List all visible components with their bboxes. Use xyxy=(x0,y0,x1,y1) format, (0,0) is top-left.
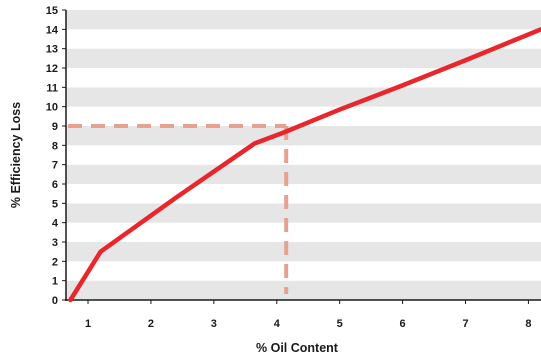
grid-band xyxy=(66,164,541,184)
x-tick-label: 5 xyxy=(337,318,343,330)
x-tick-label: 7 xyxy=(462,318,468,330)
y-tick-label: 6 xyxy=(52,179,58,191)
grid-band xyxy=(66,29,541,49)
axes xyxy=(65,10,541,301)
grid-band xyxy=(66,87,541,107)
x-tick-label: 1 xyxy=(85,318,91,330)
y-tick-label: 11 xyxy=(46,82,58,94)
grid-band xyxy=(66,184,541,204)
x-tick-label: 4 xyxy=(274,318,281,330)
x-tick-label: 6 xyxy=(400,318,406,330)
y-tick-label: 7 xyxy=(52,160,58,172)
y-tick-label: 10 xyxy=(46,102,58,114)
efficiency-loss-series-line xyxy=(68,27,541,303)
grid-band xyxy=(66,203,541,223)
grid-bands xyxy=(66,10,541,300)
y-tick-label: 0 xyxy=(52,295,58,307)
y-tick-label: 4 xyxy=(52,218,59,230)
x-axis-label: % Oil Content xyxy=(256,341,339,355)
x-tick-labels: 1 2 3 4 5 6 7 8 xyxy=(85,300,531,330)
grid-band xyxy=(66,126,541,146)
y-tick-label: 5 xyxy=(52,198,58,210)
y-tick-label: 2 xyxy=(52,256,58,268)
grid-band xyxy=(66,222,541,242)
grid-band xyxy=(66,280,541,300)
y-tick-label: 15 xyxy=(46,5,58,17)
y-tick-label: 12 xyxy=(46,63,58,75)
grid-band xyxy=(66,145,541,165)
y-axis-label: % Efficiency Loss xyxy=(9,102,23,208)
x-tick-label: 3 xyxy=(211,318,217,330)
grid-band xyxy=(66,106,541,126)
grid-band xyxy=(66,242,541,262)
y-tick-label: 9 xyxy=(52,121,58,133)
grid-band xyxy=(66,10,541,30)
reference-lines xyxy=(68,124,289,294)
y-tick-label: 13 xyxy=(46,44,58,56)
y-tick-label: 8 xyxy=(52,140,58,152)
y-tick-label: 3 xyxy=(52,237,58,249)
x-tick-label: 8 xyxy=(525,318,531,330)
y-tick-label: 14 xyxy=(46,24,59,36)
grid-band xyxy=(66,68,541,88)
x-tick-label: 2 xyxy=(148,318,154,330)
grid-band xyxy=(66,261,541,281)
y-tick-label: 1 xyxy=(52,276,58,288)
grid-band xyxy=(66,48,541,68)
series-layer xyxy=(68,27,541,303)
